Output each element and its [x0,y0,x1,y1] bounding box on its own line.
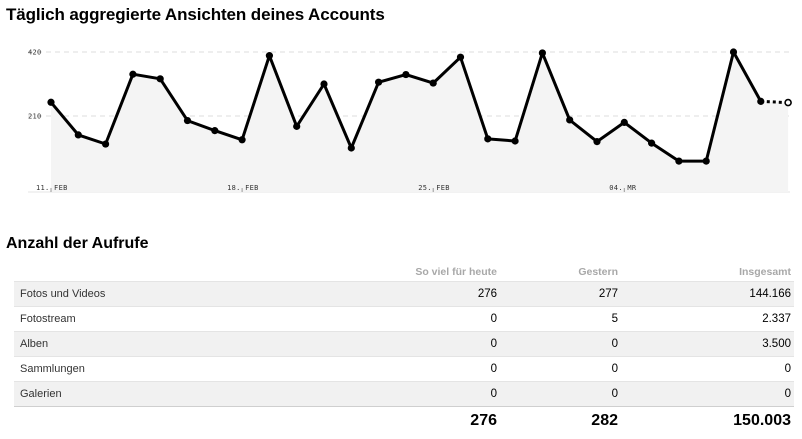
data-point [593,138,601,146]
x-tick-label: 04. MR [609,184,637,192]
column-header-today: So viel für heute [415,265,497,278]
row-label: Galerien [14,381,234,407]
x-tick-label: 11. FEB [36,184,68,192]
data-point [183,116,192,125]
table-row: Fotostream 0 5 2.337 [14,306,794,332]
data-point [648,139,656,147]
cell-today: 276 [234,281,500,307]
row-label: Fotostream [14,306,234,332]
table-row: Galerien 0 0 0 [14,381,794,407]
data-point [347,144,355,152]
data-point [456,53,465,61]
series-line-partial [760,99,789,105]
table-row: Fotos und Videos 276 277 144.166 [14,281,794,307]
data-point [238,136,246,144]
table-row: Sammlungen 0 0 0 [14,356,794,382]
chart-area [51,52,789,192]
views-table: So viel für heute Gestern Insgesamt Foto… [14,262,794,434]
cell-total: 0 [621,381,794,407]
cell-total: 0 [621,356,794,382]
table-totals-row: 276 282 150.003 [14,406,794,434]
x-tick-label: 25. FEB [418,184,450,192]
data-point [675,157,683,165]
daily-views-chart: 420 210 11. FEB 18. FEB 25. FEB 04. MR [28,48,792,193]
cell-total: 3.500 [621,331,794,357]
data-point [729,48,738,56]
data-point [511,137,519,145]
cell-yesterday: 277 [500,281,621,307]
totals-label [14,406,234,434]
y-tick-label: 420 [28,49,42,57]
x-axis-labels: 11. FEB 18. FEB 25. FEB 04. MR [36,184,637,192]
table-header-row: So viel für heute Gestern Insgesamt [14,262,794,282]
data-point [102,140,110,148]
cell-today: 0 [234,306,500,332]
cell-yesterday: 0 [500,331,621,357]
cell-yesterday: 5 [500,306,621,332]
cell-today: 0 [234,381,500,407]
row-label: Fotos und Videos [14,281,234,307]
data-point [757,97,765,105]
data-point [320,80,328,88]
data-point [375,78,383,86]
data-point [784,98,792,107]
cell-today: 0 [234,331,500,357]
data-point [702,157,710,165]
cell-total: 144.166 [621,281,794,307]
chart-title: Täglich aggregierte Ansichten deines Acc… [6,5,385,24]
data-point [129,70,137,78]
data-point [402,70,410,79]
x-tick-label: 18. FEB [227,184,259,192]
table-title: Anzahl der Aufrufe [6,235,149,252]
total-yesterday: 282 [500,406,621,434]
cell-yesterday: 0 [500,381,621,407]
cell-today: 0 [234,356,500,382]
data-point [566,116,574,124]
data-point [538,49,547,57]
data-point [484,135,492,143]
data-point [156,75,164,83]
cell-yesterday: 0 [500,356,621,382]
data-point [74,131,82,139]
total-overall: 150.003 [621,406,794,434]
table-row: Alben 0 0 3.500 [14,331,794,357]
data-point [47,98,55,106]
cell-total: 2.337 [621,306,794,332]
total-today: 276 [234,406,500,434]
y-axis-labels: 420 210 [28,49,42,121]
column-header-total: Insgesamt [739,265,791,278]
data-point [265,52,273,60]
y-tick-label: 210 [28,113,42,121]
row-label: Alben [14,331,234,357]
column-header-label [14,262,234,282]
column-header-yesterday: Gestern [578,265,618,278]
data-point [293,122,301,130]
data-point [211,127,219,135]
data-point [620,118,628,126]
area-fill [51,52,789,192]
row-label: Sammlungen [14,356,234,382]
chart-points [47,48,792,165]
data-point [429,79,437,87]
